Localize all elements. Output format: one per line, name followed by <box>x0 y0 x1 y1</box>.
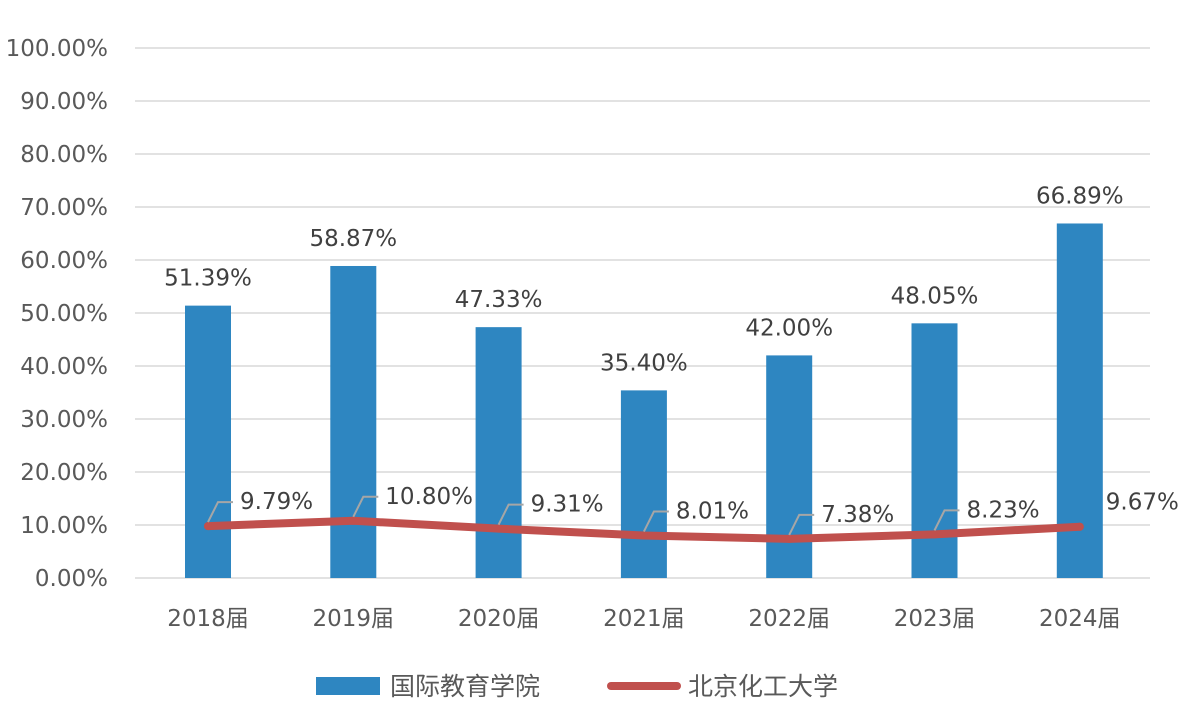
line-data-label: 9.31% <box>531 492 604 518</box>
line-data-label: 7.38% <box>821 502 894 528</box>
x-tick-label: 2019届 <box>313 606 395 632</box>
bar <box>475 327 522 578</box>
x-axis-ticks: 2018届 2019届 2020届 2021届 2022届 2023届 2024届 <box>167 606 1120 632</box>
bar-data-label: 51.39% <box>164 266 252 292</box>
line-point <box>1075 522 1084 531</box>
line-data-label: 9.79% <box>240 489 313 515</box>
legend: 国际教育学院 北京化工大学 <box>316 672 838 701</box>
line-point <box>204 522 212 531</box>
line-point <box>785 534 794 543</box>
bar-data-label: 48.05% <box>891 283 979 309</box>
bar-data-label: 47.33% <box>455 287 543 313</box>
data-label-leader <box>207 501 233 523</box>
x-tick-label: 2020届 <box>458 606 540 632</box>
bar-data-label: 66.89% <box>1036 183 1124 209</box>
bar-data-label: 42.00% <box>745 315 833 341</box>
line-point <box>639 531 648 540</box>
y-tick-label: 60.00% <box>20 248 108 274</box>
y-tick-label: 40.00% <box>20 354 108 380</box>
y-tick-label: 0.00% <box>35 566 108 592</box>
x-tick-label: 2023届 <box>894 606 976 632</box>
y-tick-label: 80.00% <box>20 142 108 168</box>
bar-data-label: 58.87% <box>309 226 397 252</box>
y-tick-label: 50.00% <box>20 301 108 327</box>
data-label-leader <box>933 509 960 531</box>
line-point <box>494 524 503 533</box>
line-data-labels: 9.79% 10.80% 9.31% 8.01% 7.38% 8.23% 9.67% <box>207 484 1179 536</box>
x-tick-label: 2022届 <box>748 606 830 632</box>
bar <box>330 265 377 578</box>
line-series <box>204 516 1084 543</box>
y-tick-label: 10.00% <box>20 513 108 539</box>
y-tick-label: 100.00% <box>6 36 108 62</box>
y-tick-label: 30.00% <box>20 407 108 433</box>
legend-label-bar: 国际教育学院 <box>390 672 540 701</box>
x-tick-label: 2021届 <box>603 606 685 632</box>
line-point <box>930 530 939 539</box>
bar <box>911 323 958 578</box>
bar-data-label: 35.40% <box>600 350 688 376</box>
y-tick-label: 70.00% <box>20 195 108 221</box>
bar <box>1056 223 1103 578</box>
data-label-leader <box>352 495 379 518</box>
bar <box>185 305 231 578</box>
x-tick-label: 2018届 <box>167 606 249 632</box>
y-tick-label: 20.00% <box>20 460 108 486</box>
bar <box>620 390 667 578</box>
x-tick-label: 2024届 <box>1039 606 1121 632</box>
bar <box>766 355 813 578</box>
line-point <box>349 516 358 525</box>
y-axis-ticks: 0.00% 10.00% 20.00% 30.00% 40.00% 50.00% 60.00… <box>6 36 108 592</box>
legend-label-line: 北京化工大学 <box>688 672 838 701</box>
line-data-label: 9.67% <box>1106 490 1179 516</box>
legend-swatch-bar <box>316 677 380 695</box>
bar-data-labels: 51.39% 58.87% 47.33% 35.40% 42.00% 48.05% 66.8… <box>164 183 1124 376</box>
data-label-leader <box>643 510 669 532</box>
line-data-label: 8.23% <box>967 497 1040 523</box>
line-data-label: 8.01% <box>676 499 749 525</box>
data-label-leader <box>497 503 524 526</box>
data-label-leader <box>788 513 815 536</box>
line-data-label: 10.80% <box>385 484 473 510</box>
y-tick-label: 90.00% <box>20 89 108 115</box>
